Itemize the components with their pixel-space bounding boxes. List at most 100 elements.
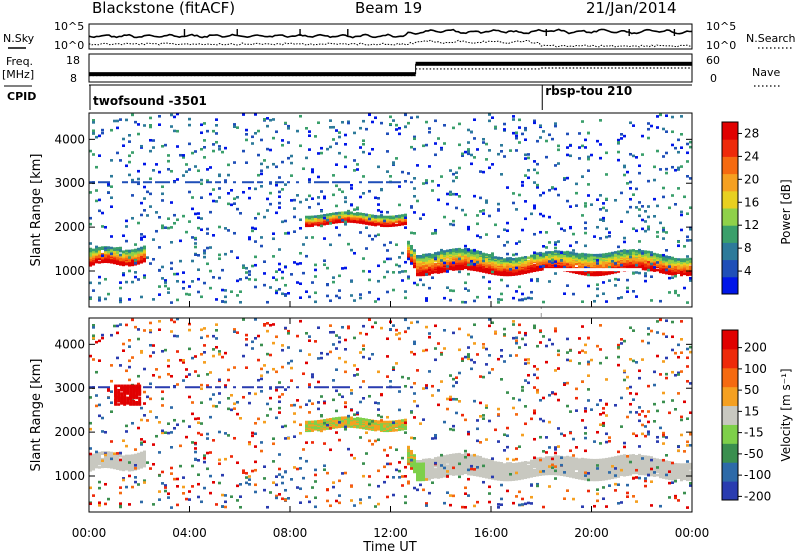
power-cell bbox=[170, 261, 173, 265]
velocity-cell bbox=[113, 455, 116, 459]
power-cell bbox=[545, 155, 548, 159]
power-cell bbox=[122, 272, 125, 275]
power-cell bbox=[524, 157, 527, 160]
power-cell bbox=[467, 225, 470, 229]
power-cell bbox=[689, 239, 692, 242]
power-cell bbox=[275, 183, 278, 187]
power-cell bbox=[425, 143, 428, 147]
power-cell bbox=[530, 266, 533, 270]
power-cell bbox=[584, 231, 587, 235]
velocity-cell bbox=[353, 422, 356, 425]
power-cell bbox=[311, 215, 314, 219]
power-cell bbox=[368, 270, 371, 273]
velocity-cell bbox=[416, 320, 419, 324]
power-cell bbox=[155, 229, 158, 233]
power-cell bbox=[659, 168, 662, 171]
power-cell bbox=[161, 277, 164, 280]
velocity-cell bbox=[449, 374, 452, 377]
power-cell bbox=[272, 162, 275, 166]
power-cell bbox=[299, 296, 302, 299]
velocity-cell bbox=[425, 462, 428, 466]
power-cell bbox=[617, 150, 620, 154]
velocity-cell bbox=[98, 504, 101, 507]
velocity-cell bbox=[410, 411, 413, 414]
power-cell bbox=[683, 258, 686, 261]
velocity-cell bbox=[170, 445, 173, 449]
power-cell bbox=[308, 295, 311, 299]
power-cell bbox=[296, 129, 299, 133]
power-cell bbox=[200, 228, 203, 232]
power-cell bbox=[500, 298, 503, 302]
velocity-cell bbox=[440, 467, 443, 471]
power-cell bbox=[434, 119, 437, 123]
power-cell bbox=[305, 215, 308, 219]
velocity-cell bbox=[272, 323, 275, 326]
power-cell bbox=[494, 223, 497, 227]
power-cell bbox=[674, 146, 677, 150]
velocity-cell bbox=[200, 328, 203, 332]
power-cell bbox=[530, 260, 533, 263]
power-cell bbox=[620, 220, 623, 223]
power-cell bbox=[548, 264, 551, 267]
power-cell bbox=[344, 220, 347, 224]
power-cell bbox=[467, 289, 470, 292]
power-cell bbox=[203, 281, 206, 285]
power-cell bbox=[530, 290, 533, 294]
power-cell bbox=[224, 300, 227, 304]
power-cell bbox=[188, 190, 191, 194]
power-cell bbox=[323, 237, 326, 240]
power-cell bbox=[458, 195, 461, 198]
power-cell bbox=[422, 261, 425, 265]
power-cell bbox=[485, 233, 488, 236]
power-cell bbox=[290, 273, 293, 276]
power-cell bbox=[89, 249, 92, 253]
power-cell bbox=[110, 196, 113, 200]
power-cell bbox=[317, 175, 320, 179]
velocity-cell bbox=[266, 505, 269, 509]
power-cell bbox=[557, 222, 560, 225]
power-cell bbox=[464, 300, 467, 304]
power-cell bbox=[362, 221, 365, 225]
velocity-cell bbox=[203, 486, 206, 490]
power-cell bbox=[356, 212, 359, 215]
velocity-cell bbox=[221, 505, 224, 508]
power-cell bbox=[596, 225, 599, 229]
power-cell bbox=[161, 199, 164, 202]
power-cell bbox=[278, 195, 281, 199]
power-cell bbox=[251, 229, 254, 233]
velocity-cell bbox=[440, 380, 443, 383]
power-cell bbox=[440, 270, 443, 274]
velocity-cell bbox=[344, 347, 347, 351]
power-cell bbox=[275, 278, 278, 282]
velocity-cell bbox=[341, 325, 344, 329]
power-cell bbox=[410, 145, 413, 149]
power-cell bbox=[299, 282, 302, 286]
power-cell bbox=[116, 247, 119, 250]
power-cell bbox=[254, 187, 257, 191]
power-cell bbox=[101, 254, 104, 258]
velocity-cell bbox=[170, 330, 173, 333]
power-cell bbox=[647, 136, 650, 140]
velocity-cell bbox=[110, 453, 113, 457]
power-cell bbox=[515, 252, 518, 256]
power-cell bbox=[479, 170, 482, 173]
power-cell bbox=[587, 131, 590, 135]
power-cell bbox=[425, 261, 428, 264]
power-cell bbox=[671, 194, 674, 197]
velocity-cell bbox=[218, 401, 221, 404]
velocity-cell bbox=[299, 319, 302, 323]
power-cell bbox=[479, 250, 482, 254]
power-cell bbox=[611, 259, 614, 263]
power-cell bbox=[566, 132, 569, 136]
velocity-cell bbox=[308, 399, 311, 403]
velocity-cell bbox=[338, 425, 341, 429]
velocity-cell bbox=[290, 478, 293, 481]
power-cell bbox=[521, 180, 524, 184]
power-cell bbox=[110, 248, 113, 252]
power-cell bbox=[140, 238, 143, 241]
power-cell bbox=[566, 153, 569, 157]
power-cell bbox=[590, 153, 593, 157]
power-cell bbox=[422, 253, 425, 257]
velocity-cell bbox=[230, 455, 233, 458]
velocity-cell bbox=[350, 408, 353, 412]
